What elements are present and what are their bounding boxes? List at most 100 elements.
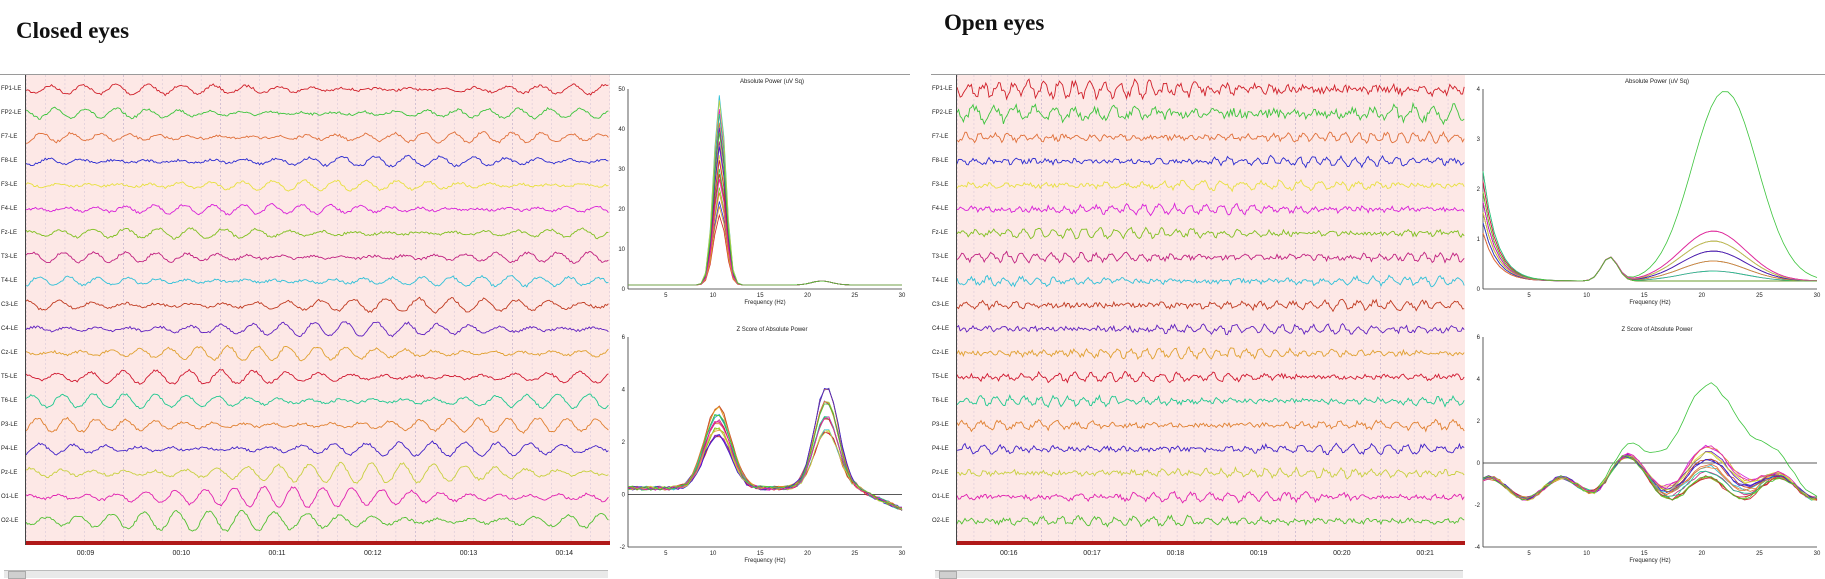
spectrum-y-tick: 40 xyxy=(618,127,625,133)
eeg-trace-f4-le xyxy=(957,202,1465,217)
channel-label: O1-LE xyxy=(1,494,19,501)
time-axis: 00:16 00:17 00:18 00:19 00:20 00:21 xyxy=(957,547,1465,563)
spectrum-x-tick: 15 xyxy=(757,551,764,557)
spectrum-y-tick: 4 xyxy=(1477,377,1481,383)
eeg-trace-t5-le xyxy=(26,368,609,385)
time-tick-label: 00:20 xyxy=(1333,550,1351,557)
spectrum-y-tick: 0 xyxy=(1477,287,1481,293)
spectrum-title: Absolute Power (uV Sq) xyxy=(1624,79,1690,85)
time-tick-label: 00:13 xyxy=(459,550,478,557)
spectrum-curve-p3-le xyxy=(627,400,903,511)
spectrum-plot: 0 1 2 3 4 5 10 15 20 25 30 xyxy=(1477,87,1821,299)
spectrum-y-tick: 0 xyxy=(622,287,626,293)
eeg-trace-c3-le xyxy=(26,296,609,314)
spectrum-curve-p4-le xyxy=(1482,222,1818,282)
spectrum-x-tick: 20 xyxy=(1698,293,1705,299)
eeg-trace-t6-le xyxy=(957,394,1465,408)
channel-label: F4-LE xyxy=(1,206,18,213)
eeg-traces xyxy=(957,75,1465,545)
spectrum-curve-t5-le xyxy=(1482,181,1817,282)
spectrum-curve-f4-le xyxy=(628,108,902,286)
eeg-trace-o1-le xyxy=(957,490,1465,504)
spectrum-y-tick: -2 xyxy=(620,545,626,551)
spectrum-curve-f8-le xyxy=(628,201,902,286)
channel-label: T6-LE xyxy=(932,398,949,405)
spectrum-x-tick: 10 xyxy=(710,551,717,557)
spectrum-curve-o2-le xyxy=(628,132,902,286)
time-axis: 00:09 00:10 00:11 00:12 00:13 00:14 xyxy=(26,547,610,563)
eeg-trace-pz-le xyxy=(26,461,609,484)
scrollbar-thumb[interactable] xyxy=(8,571,26,579)
epoch-selection-bar xyxy=(957,541,1465,545)
spectrum-y-tick: 0 xyxy=(1477,461,1481,467)
spectrum-curve-t4-le xyxy=(627,413,903,510)
channel-label: O2-LE xyxy=(1,518,19,525)
eeg-trace-pz-le xyxy=(957,466,1465,480)
eeg-trace-f4-le xyxy=(26,203,609,216)
spectrum-curve-fz-le xyxy=(1482,171,1817,282)
closed-eyes-title: Closed eyes xyxy=(16,18,130,43)
channel-label: F3-LE xyxy=(932,182,949,189)
spectrum-plot: -2 0 2 4 6 5 10 15 20 25 30 xyxy=(620,335,906,557)
spectrum-plot: -4 -2 0 2 4 6 5 10 15 20 25 30 xyxy=(1475,335,1821,557)
channel-label: F8-LE xyxy=(932,158,949,165)
time-tick-label: 00:18 xyxy=(1166,550,1185,557)
eeg-trace-area[interactable] xyxy=(957,75,1465,545)
eeg-trace-fp2-le xyxy=(26,106,609,120)
eeg-trace-f3-le xyxy=(957,179,1465,193)
spectrum-curve-c4-le xyxy=(1482,202,1818,282)
spectrum-x-label: Frequency (Hz) xyxy=(1629,558,1671,564)
channel-label: FP2-LE xyxy=(1,110,22,117)
eeg-trace-t3-le xyxy=(26,251,609,264)
channel-label: T4-LE xyxy=(1,278,18,285)
eeg-trace-t5-le xyxy=(957,370,1465,384)
eeg-trace-fz-le xyxy=(26,227,609,240)
time-tick-label: 00:09 xyxy=(76,550,95,557)
spectrum-curve-t4-le xyxy=(1482,222,1818,282)
channel-label: Cz-LE xyxy=(1,350,18,357)
eeg-trace-p3-le xyxy=(957,418,1465,433)
spectrum-curve-fp2-le xyxy=(1482,91,1818,282)
spectrum-curve-cz-le xyxy=(628,206,902,286)
spectrum-curve-o2-le xyxy=(628,403,903,509)
channel-label-column: FP1-LE FP2-LE F7-LE F8-LE F3-LE F4-LE Fz-LE T3-… xyxy=(0,75,26,545)
eeg-trace-o1-le xyxy=(26,485,609,508)
channel-label: Pz-LE xyxy=(932,470,949,477)
spectrum-x-tick: 30 xyxy=(899,551,906,557)
eeg-trace-t3-le xyxy=(957,250,1465,264)
spectrum-x-tick: 25 xyxy=(1756,551,1763,557)
eeg-trace-t4-le xyxy=(26,274,609,288)
spectrum-x-tick: 20 xyxy=(1698,551,1705,557)
channel-label: T6-LE xyxy=(1,398,18,405)
channel-label: P4-LE xyxy=(932,446,949,453)
channel-label: F8-LE xyxy=(1,158,18,165)
spectrum-y-tick: -2 xyxy=(1475,503,1481,509)
spectrum-x-tick: 20 xyxy=(804,293,811,299)
time-tick-label: 00:14 xyxy=(555,550,573,557)
spectrum-curve-fp1-le xyxy=(628,213,902,286)
spectrum-curve-t5-le xyxy=(628,160,902,286)
channel-label: FP1-LE xyxy=(932,86,953,93)
eeg-trace-p4-le xyxy=(957,442,1465,456)
spectrum-y-tick: 2 xyxy=(1477,187,1481,193)
eeg-trace-c4-le xyxy=(957,323,1465,336)
spectrum-x-tick: 20 xyxy=(804,551,811,557)
time-tick-label: 00:16 xyxy=(1000,550,1018,557)
eeg-trace-fp1-le xyxy=(957,78,1465,101)
channel-label: P3-LE xyxy=(1,422,18,429)
scrollbar-thumb[interactable] xyxy=(939,571,957,579)
spectrum-x-tick: 15 xyxy=(1641,293,1648,299)
absolute-power-spectrum: Absolute Power (uV Sq) 0 1 2 3 4 5 10 15 20 25 30 Fr… xyxy=(1469,75,1825,315)
spectrum-x-tick: 25 xyxy=(851,551,858,557)
spectrum-x-tick: 10 xyxy=(1583,551,1590,557)
spectrum-curve-t6-le xyxy=(628,113,902,286)
spectrum-curve-f7-le xyxy=(628,122,902,286)
spectrum-x-tick: 15 xyxy=(1641,551,1648,557)
spectrum-title: Absolute Power (uV Sq) xyxy=(739,79,805,85)
channel-label: T3-LE xyxy=(1,254,18,261)
channel-label: C3-LE xyxy=(932,302,950,309)
zscore-spectrum: Z Score of Absolute Power -4 -2 0 2 4 6 5 10 15 20… xyxy=(1469,323,1825,573)
spectrum-x-tick: 25 xyxy=(1756,293,1763,299)
eeg-trace-area[interactable] xyxy=(26,75,610,545)
eeg-trace-fz-le xyxy=(957,226,1465,240)
